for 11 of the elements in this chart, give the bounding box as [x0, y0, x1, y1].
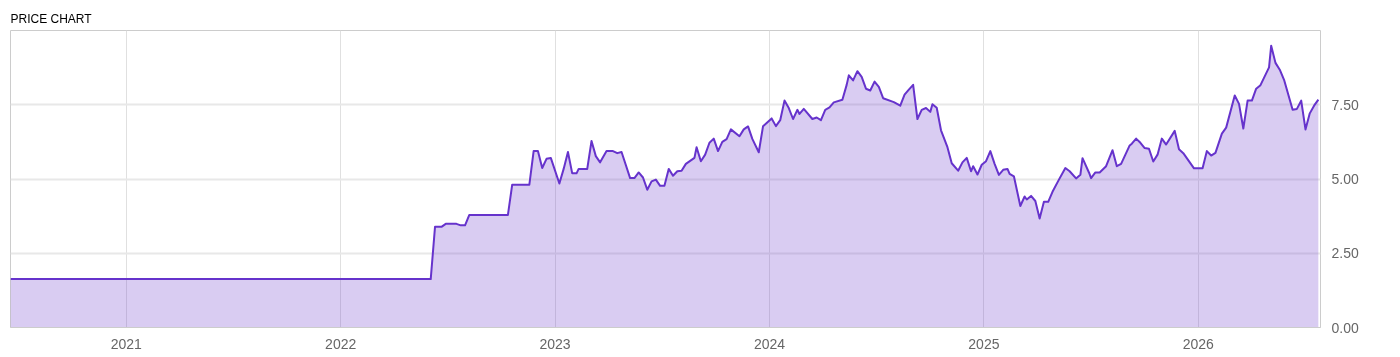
chart-title: PRICE CHART	[10, 11, 93, 26]
y-tick-label: 0.00	[1331, 319, 1359, 336]
x-tick-label: 2022	[325, 335, 357, 352]
x-tick-label: 2024	[753, 335, 786, 352]
x-tick-label: 2025	[968, 335, 1000, 352]
y-tick-label: 2.50	[1331, 245, 1359, 262]
x-tick-label: 2026	[1182, 335, 1215, 352]
y-tick-label: 5.00	[1331, 171, 1359, 187]
y-tick-label: 7.50	[1331, 96, 1359, 113]
x-tick-label: 2021	[110, 335, 143, 352]
x-tick-label: 2023	[539, 335, 571, 352]
